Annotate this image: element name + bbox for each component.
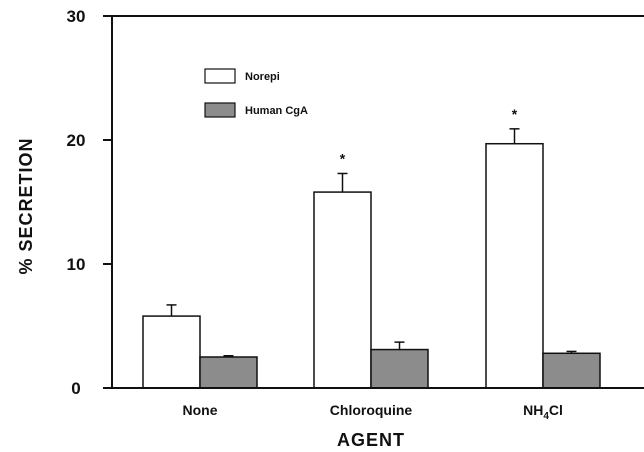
significance-markers: ** — [340, 106, 518, 167]
x-tick-label-1: Chloroquine — [330, 402, 413, 418]
legend-swatch-0 — [204, 68, 236, 84]
y-tick-label-1: 10 — [67, 255, 86, 274]
bar-human-cga-0 — [199, 356, 258, 389]
significance-star-2: * — [512, 106, 518, 122]
y-tick-label-2: 20 — [67, 131, 86, 150]
y-tick-label-0: 0 — [71, 379, 80, 398]
bar-norepi-0 — [142, 315, 201, 389]
bar-norepi-1 — [313, 191, 372, 389]
error-bars — [166, 128, 577, 357]
x-axis-title: AGENT — [337, 430, 405, 450]
legend: Norepi Human CgA — [204, 68, 308, 118]
y-axis-ticks: 0 10 20 30 — [67, 7, 112, 398]
y-axis-title: % SECRETION — [16, 137, 36, 274]
significance-star-1: * — [340, 150, 346, 166]
bar-human-cga-2 — [542, 352, 601, 389]
x-axis-tick-labels: None Chloroquine NH4Cl — [183, 402, 563, 422]
x-tick-label-0: None — [183, 402, 218, 418]
bar-human-cga-1 — [370, 348, 429, 389]
legend-label-1: Human CgA — [245, 105, 308, 117]
legend-label-0: Norepi — [245, 71, 280, 83]
legend-swatch-1 — [204, 102, 236, 118]
bar-norepi-2 — [485, 142, 544, 389]
x-tick-label-2: NH4Cl — [523, 402, 563, 422]
bars — [142, 142, 601, 389]
y-tick-label-3: 30 — [67, 7, 86, 26]
